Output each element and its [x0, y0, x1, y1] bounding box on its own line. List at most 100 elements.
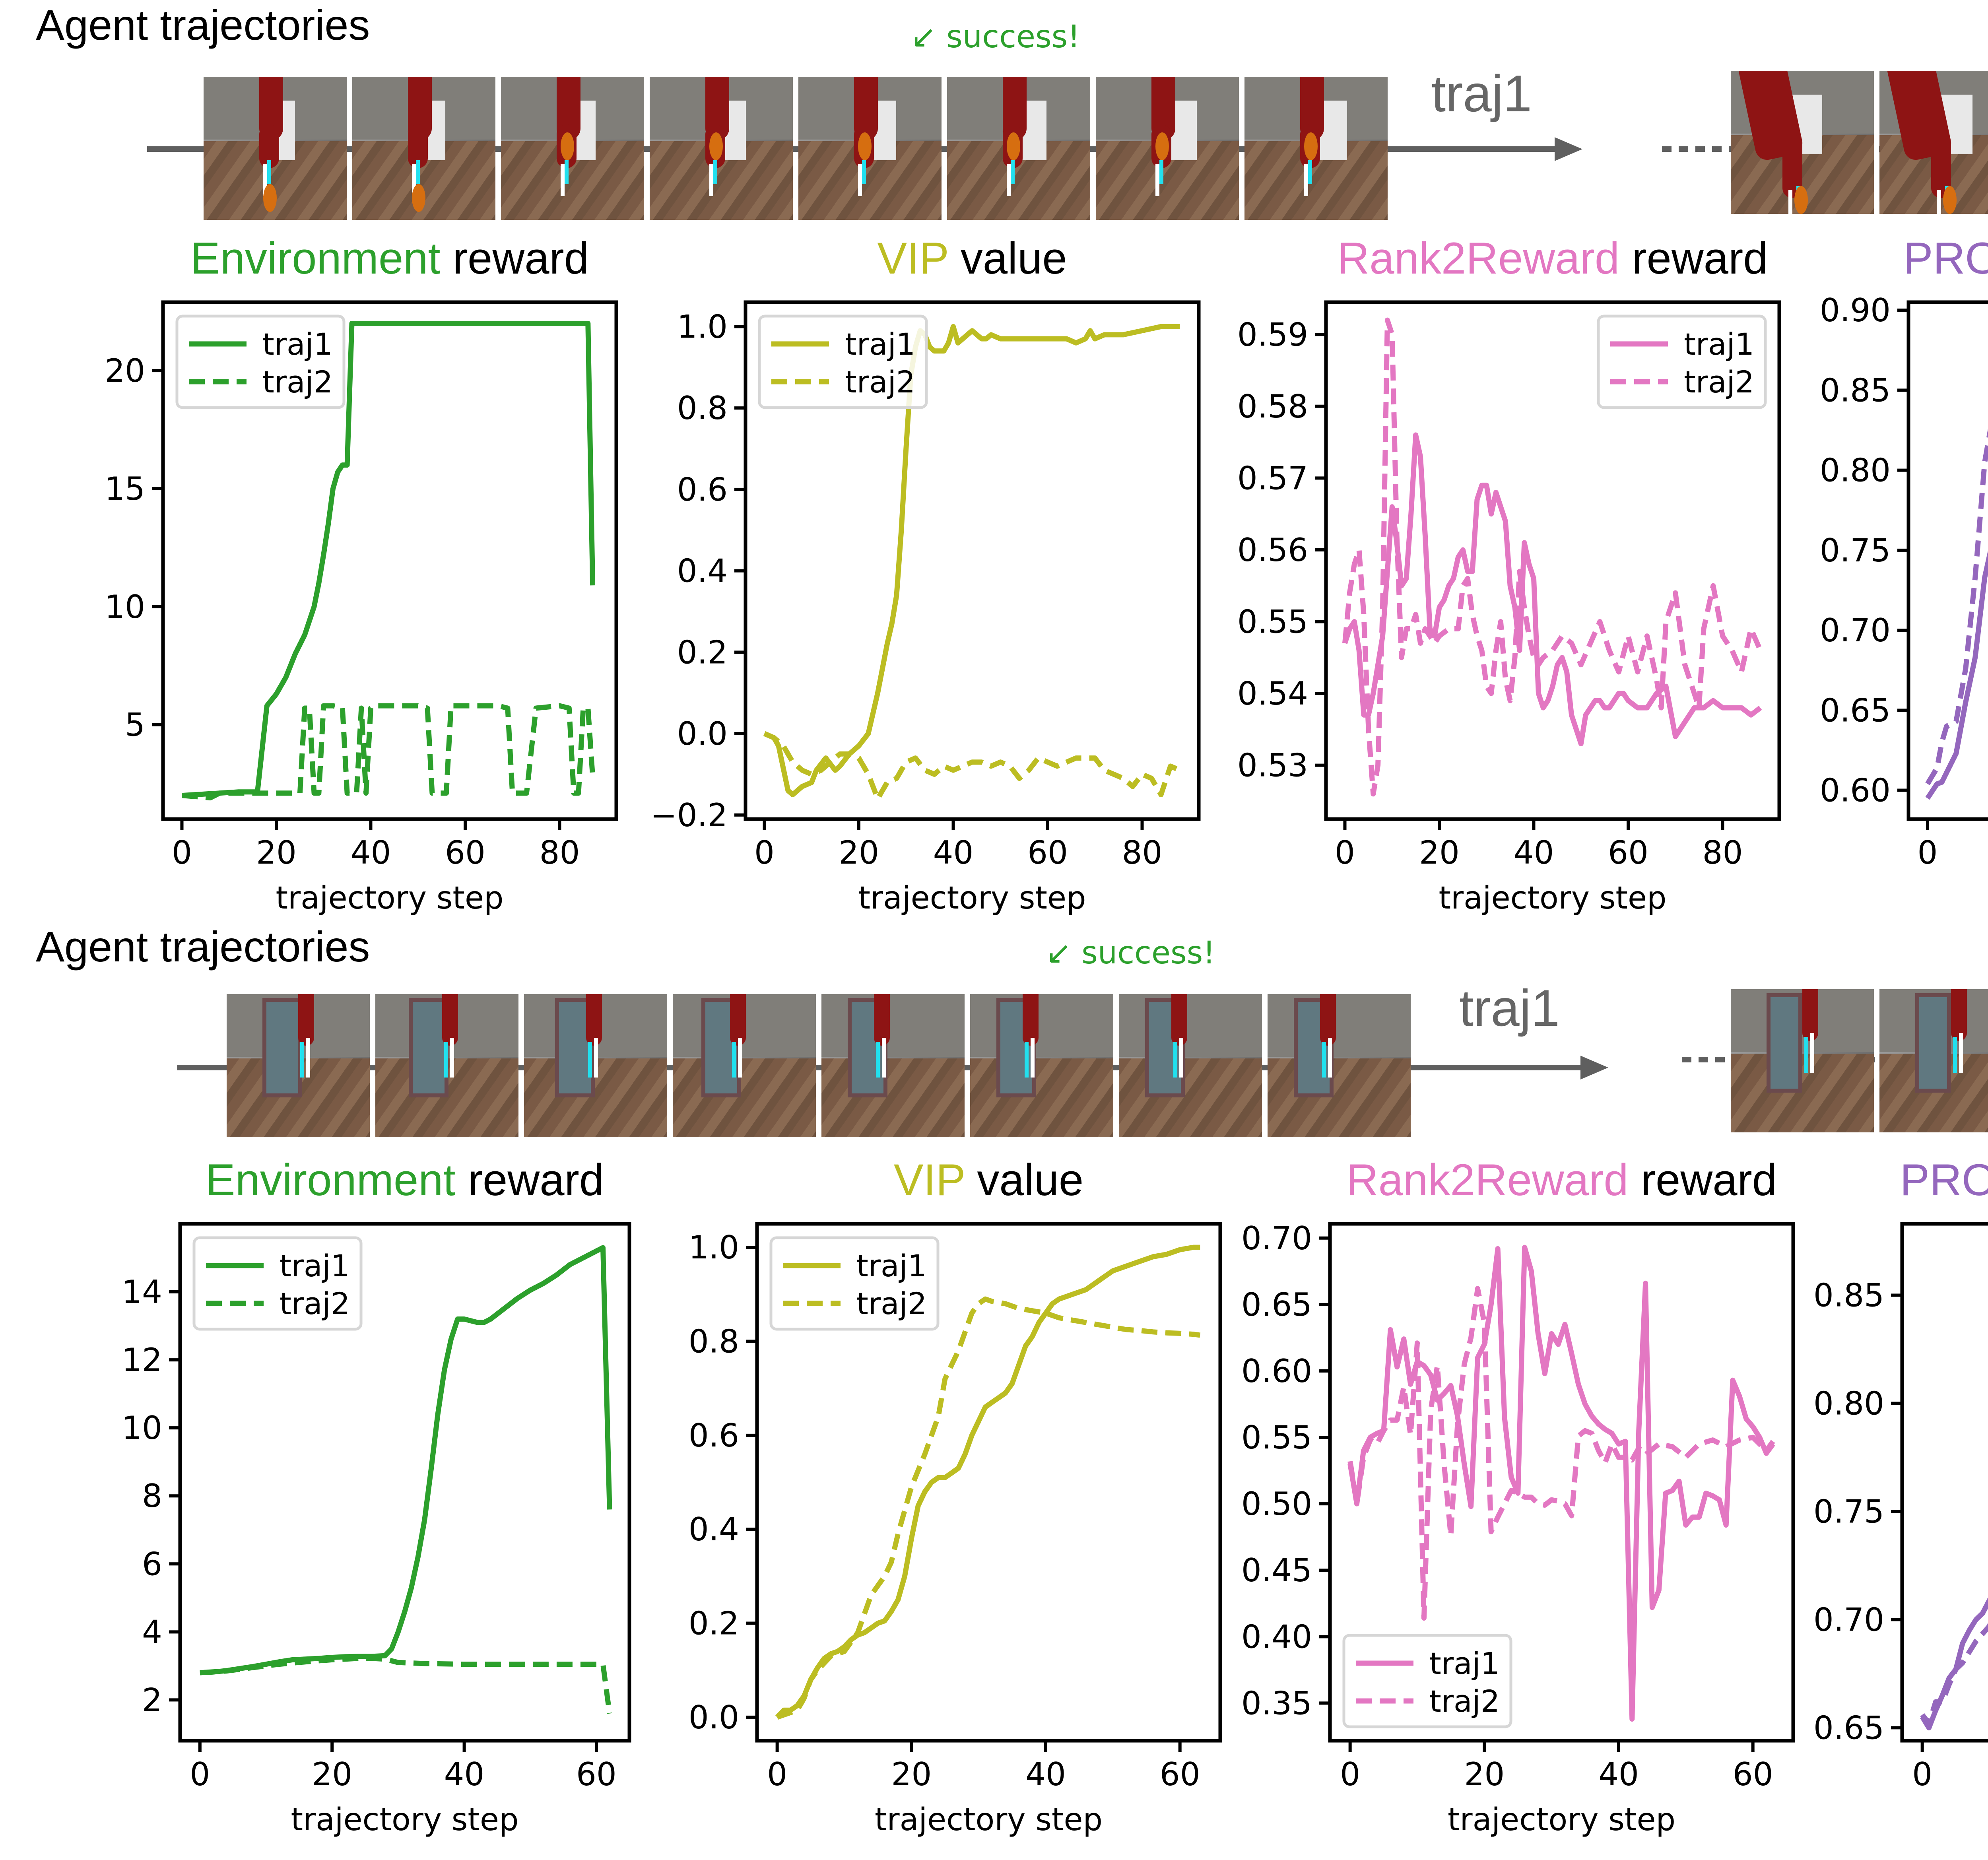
chart-title-method: PROGRESSOR [1903, 233, 1988, 283]
legend-label-traj1: traj1 [1429, 1646, 1500, 1681]
plot-frame [744, 300, 1201, 821]
legend-label-traj1: traj1 [262, 326, 333, 362]
y-tick-label: 0.70 [1813, 1601, 1884, 1638]
y-tick-label: 0.35 [1241, 1685, 1312, 1722]
trajectory-frame [1268, 994, 1411, 1137]
trajectory-frame [375, 994, 518, 1137]
series-line-traj2 [763, 731, 1181, 802]
y-tick-label: 15 [105, 470, 145, 507]
y-tick-label: 8 [142, 1478, 162, 1514]
y-tick-label: 0.6 [677, 471, 728, 508]
row-a-traj1-label: traj1 [1431, 64, 1532, 122]
x-tick-label: 0 [190, 1756, 210, 1793]
x-tick-label: 60 [1733, 1756, 1773, 1793]
x-tick-label: 20 [839, 834, 879, 871]
x-tick-label: 20 [256, 834, 297, 871]
y-tick-label: 0.65 [1813, 1709, 1884, 1746]
x-axis-label: trajectory step [276, 880, 503, 916]
series-line-traj2 [776, 1296, 1201, 1720]
plot-frame [1906, 300, 1988, 821]
chart-title-method: Rank2Reward [1346, 1155, 1629, 1205]
y-tick-label: 0.85 [1820, 372, 1891, 409]
x-tick-label: 60 [1027, 834, 1068, 871]
plot-frame [161, 300, 618, 821]
annotation-arrow-icon: ↙ [1046, 935, 1072, 971]
y-tick-label: 0.40 [1241, 1618, 1312, 1655]
y-tick-label: −0.2 [650, 797, 728, 834]
y-tick-label: 20 [105, 352, 145, 389]
x-tick-label: 40 [1514, 834, 1554, 871]
trajectory-frame [673, 994, 816, 1137]
chart-a-env: 0 20 40 60 80 5 10 15 20 trajectory step traj1traj… [105, 300, 618, 916]
series-line-traj2 [181, 703, 596, 801]
y-tick-label: 1.0 [689, 1229, 739, 1266]
series-line-traj2 [200, 1656, 612, 1714]
x-tick-label: 0 [1340, 1756, 1360, 1793]
series-line-traj2 [1925, 428, 1988, 785]
series-line-traj1 [1925, 550, 1988, 800]
trajectory-frame [947, 77, 1090, 220]
x-tick-label: 0 [754, 834, 775, 871]
y-tick-label: 4 [142, 1613, 162, 1650]
x-tick-label: 40 [1598, 1756, 1639, 1793]
x-tick-label: 40 [1025, 1756, 1066, 1793]
row-a-traj1-annotation: ↙ success! [911, 19, 1080, 55]
series-line-traj1 [1347, 1245, 1775, 1722]
y-tick-label: 0.75 [1813, 1493, 1884, 1530]
y-tick-label: 0.55 [1241, 1419, 1312, 1456]
trajectory-frame [1731, 989, 1874, 1132]
x-tick-label: 60 [576, 1756, 617, 1793]
x-axis-label: trajectory step [1439, 880, 1666, 916]
y-tick-label: 0.0 [677, 715, 728, 752]
y-tick-label: 0.50 [1241, 1485, 1312, 1522]
y-tick-label: 5 [125, 707, 145, 744]
chart-title-metric: value [965, 1155, 1084, 1205]
chart-title: Environment reward [83, 233, 696, 284]
x-tick-label: 20 [891, 1756, 932, 1793]
series-line-traj1 [763, 324, 1180, 798]
y-tick-label: 0.54 [1237, 675, 1308, 712]
legend-box [1597, 315, 1767, 409]
row-b-traj1-label: traj1 [1459, 979, 1560, 1037]
y-tick-label: 0.60 [1820, 772, 1891, 809]
x-tick-label: 20 [312, 1756, 352, 1793]
y-tick-label: 0.2 [677, 634, 728, 671]
legend-label-traj1: traj1 [856, 1248, 927, 1283]
chart-title-metric: reward [1619, 233, 1768, 283]
y-tick-label: 0.55 [1237, 603, 1308, 640]
y-tick-label: 0.6 [689, 1417, 739, 1454]
chart-b-vip: 0 20 40 60 0.0 0.2 0.4 0.6 0.8 1.0 trajectory step… [689, 1222, 1222, 1838]
plot-frame [1324, 300, 1781, 821]
trajectory-frame [227, 994, 370, 1137]
series-line-traj1 [200, 1245, 612, 1676]
y-tick-label: 0.70 [1241, 1220, 1312, 1257]
x-tick-label: 0 [172, 834, 192, 871]
chart-title: Environment reward [101, 1154, 709, 1206]
chart-title: VIP value [678, 1154, 1300, 1206]
x-tick-label: 80 [540, 834, 580, 871]
legend-label-traj1: traj1 [280, 1248, 350, 1283]
y-tick-label: 10 [105, 588, 145, 625]
y-tick-label: 0.4 [677, 553, 728, 590]
trajectory-frame [970, 994, 1113, 1137]
chart-title-method: Environment [190, 233, 441, 283]
trajectory-frame [1119, 994, 1262, 1137]
chart-title-metric: value [948, 233, 1067, 283]
y-tick-label: 0.53 [1237, 747, 1308, 784]
x-tick-label: 20 [1419, 834, 1460, 871]
y-tick-label: 0.0 [689, 1699, 739, 1736]
chart-title: VIP value [666, 233, 1278, 284]
legend-label-traj2: traj2 [1684, 364, 1754, 400]
y-tick-label: 0.8 [689, 1323, 739, 1360]
x-tick-label: 20 [1464, 1756, 1505, 1793]
y-tick-label: 12 [122, 1342, 162, 1378]
y-tick-label: 0.57 [1237, 460, 1308, 497]
row-a-agent-title: Agent trajectories [36, 1, 370, 49]
y-tick-label: 0.2 [689, 1605, 739, 1642]
chart-a-prog: 0204060800.600.650.700.750.800.850.90tra… [1820, 292, 1988, 871]
